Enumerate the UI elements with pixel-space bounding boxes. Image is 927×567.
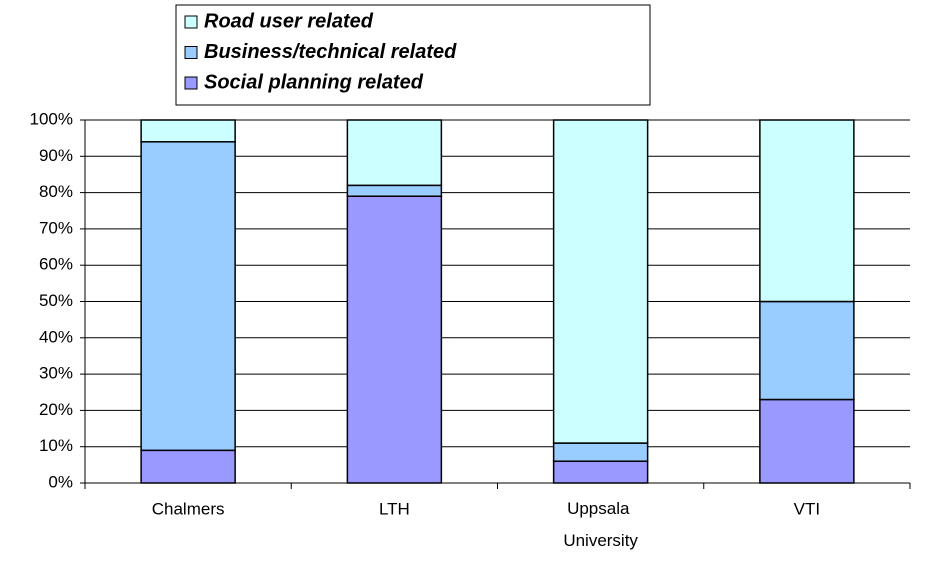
bar-segment [552, 460, 649, 484]
x-tick-label: Uppsala University [563, 499, 638, 550]
bar-segment [346, 119, 443, 187]
legend-label: Road user related [204, 10, 374, 32]
legend-swatch [184, 46, 198, 59]
y-tick-label: 60% [39, 255, 73, 274]
legend-swatch [184, 15, 198, 29]
y-tick-label: 20% [39, 400, 73, 419]
bar-segment [759, 398, 855, 484]
y-tick-label: 100% [30, 109, 73, 128]
legend-swatch [184, 76, 198, 90]
bar-segment [140, 119, 236, 143]
y-tick-label: 40% [39, 327, 73, 346]
bar-segment [346, 195, 443, 484]
bar-segment [552, 119, 649, 444]
y-tick-label: 0% [48, 472, 73, 491]
x-tick-label: Chalmers [152, 499, 225, 518]
bar-segment [759, 300, 855, 401]
x-tick-label: VTI [794, 499, 820, 518]
legend-label: Business/technical related [204, 41, 457, 63]
legend-label: Social planning related [204, 71, 424, 93]
y-tick-label: 50% [39, 291, 73, 310]
y-tick-label: 90% [39, 146, 73, 165]
y-tick-label: 10% [39, 436, 73, 455]
bar-segment [552, 442, 649, 462]
x-tick-label: LTH [379, 499, 410, 518]
bar-segment [759, 119, 855, 303]
y-tick-label: 70% [39, 218, 73, 237]
y-tick-label: 80% [39, 182, 73, 201]
y-tick-label: 30% [39, 364, 73, 383]
bar-segment [346, 184, 443, 197]
legend-box [175, 4, 651, 106]
bar-segment [140, 449, 236, 484]
bar-segment [140, 141, 236, 452]
